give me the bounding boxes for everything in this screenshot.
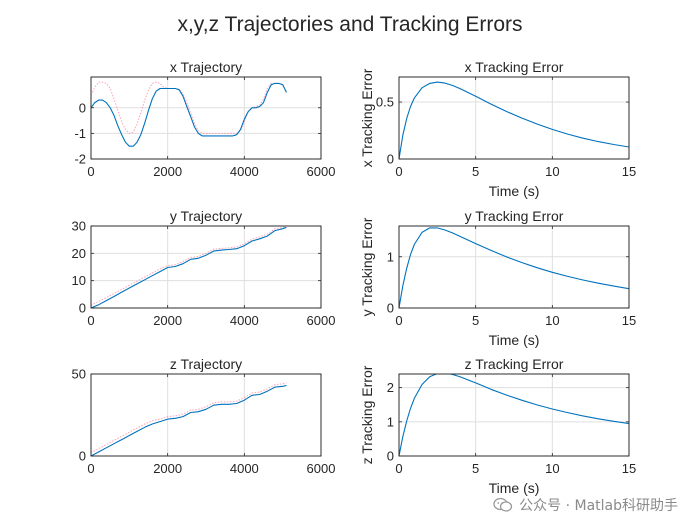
x-tick-label: 15 bbox=[622, 461, 636, 476]
x-tick-label: 2000 bbox=[153, 313, 182, 328]
axes-frame bbox=[90, 76, 322, 160]
x-tick-label: 4000 bbox=[230, 313, 259, 328]
series-line-actual bbox=[91, 226, 287, 308]
x-tick-label: 5 bbox=[472, 164, 479, 179]
watermark-text: 公众号 · Matlab科研助手 bbox=[519, 498, 678, 514]
axes-box bbox=[90, 76, 322, 160]
subplot-z-err: 0 5 10 15 0 1 2 z Tracking Error Time (s) z Track… bbox=[359, 356, 636, 496]
x-tick-label: 10 bbox=[545, 461, 559, 476]
y-axis-label: x Tracking Error bbox=[359, 68, 375, 167]
subplot-x-traj: 0 2000 4000 6000 -2 -1 0 x Trajectory bbox=[74, 59, 335, 179]
x-tick-label: 0 bbox=[87, 164, 94, 179]
axes-frame bbox=[398, 76, 630, 160]
y-tick-label: 1 bbox=[387, 414, 394, 429]
x-tick-label: 0 bbox=[395, 164, 402, 179]
series-line-actual bbox=[91, 82, 287, 147]
y-tick-label: 0 bbox=[387, 301, 394, 316]
y-tick-label: -2 bbox=[74, 152, 86, 167]
subplot-title: z Trajectory bbox=[170, 356, 242, 372]
x-tick-label: 4000 bbox=[230, 461, 259, 476]
x-tick-label: 6000 bbox=[307, 164, 336, 179]
y-tick-label: 0 bbox=[79, 301, 86, 316]
axes-frame bbox=[90, 373, 322, 457]
figure-title: x,y,z Trajectories and Tracking Errors bbox=[177, 13, 522, 36]
axes-box bbox=[398, 76, 630, 160]
subplot-title: y Tracking Error bbox=[465, 208, 564, 224]
y-tick-label: 1 bbox=[387, 249, 394, 264]
axes-box bbox=[398, 373, 630, 457]
subplot-y-err: 0 5 10 15 0 1 y Tracking Error Time (s) y Tracki… bbox=[359, 208, 636, 348]
axes-box bbox=[90, 373, 322, 457]
x-axis-label: Time (s) bbox=[489, 332, 540, 348]
x-tick-label: 4000 bbox=[230, 164, 259, 179]
y-tick-label: 0 bbox=[79, 449, 86, 464]
x-tick-label: 6000 bbox=[307, 461, 336, 476]
series-line-desired bbox=[91, 382, 287, 454]
x-tick-label: 15 bbox=[622, 164, 636, 179]
watermark: 公众号 · Matlab科研助手 bbox=[493, 495, 678, 515]
series-line-desired bbox=[91, 81, 287, 134]
y-tick-label: 0 bbox=[79, 100, 86, 115]
x-tick-label: 2000 bbox=[153, 461, 182, 476]
series-line-actual bbox=[399, 374, 629, 456]
x-tick-label: 0 bbox=[87, 461, 94, 476]
subplot-title: x Tracking Error bbox=[465, 59, 564, 75]
x-tick-label: 10 bbox=[545, 164, 559, 179]
x-axis-label: Time (s) bbox=[489, 183, 540, 199]
x-tick-label: 15 bbox=[622, 313, 636, 328]
x-axis-label: Time (s) bbox=[489, 480, 540, 496]
axes-box bbox=[90, 225, 322, 309]
axes-frame bbox=[398, 373, 630, 457]
x-tick-label: 10 bbox=[545, 313, 559, 328]
wechat-icon bbox=[493, 497, 513, 512]
y-tick-label: 20 bbox=[72, 246, 86, 261]
y-tick-label: 2 bbox=[387, 380, 394, 395]
y-axis-label: y Tracking Error bbox=[359, 217, 375, 316]
x-tick-label: 0 bbox=[87, 313, 94, 328]
series-line-actual bbox=[91, 384, 287, 456]
x-tick-label: 0 bbox=[395, 313, 402, 328]
subplot-y-traj: 0 2000 4000 6000 0 10 20 30 y Trajectory bbox=[72, 208, 336, 328]
y-tick-label: 10 bbox=[72, 273, 86, 288]
series-line-desired bbox=[91, 226, 287, 306]
y-tick-label: 0.5 bbox=[376, 95, 394, 110]
x-tick-label: 5 bbox=[472, 461, 479, 476]
y-tick-label: 50 bbox=[72, 367, 86, 382]
subplot-z-traj: 0 2000 4000 6000 0 50 z Trajectory bbox=[72, 356, 336, 476]
x-tick-label: 5 bbox=[472, 313, 479, 328]
y-tick-label: 0 bbox=[387, 152, 394, 167]
x-tick-label: 0 bbox=[395, 461, 402, 476]
x-tick-label: 2000 bbox=[153, 164, 182, 179]
y-tick-label: 0 bbox=[387, 449, 394, 464]
y-tick-label: 30 bbox=[72, 219, 86, 234]
subplot-title: y Trajectory bbox=[170, 208, 242, 224]
y-tick-label: -1 bbox=[74, 126, 86, 141]
subplot-title: x Trajectory bbox=[170, 59, 242, 75]
x-tick-label: 6000 bbox=[307, 313, 336, 328]
series-line-actual bbox=[399, 227, 629, 308]
y-axis-label: z Tracking Error bbox=[359, 365, 375, 464]
axes-box bbox=[398, 225, 630, 309]
axes-frame bbox=[398, 225, 630, 309]
subplot-title: z Tracking Error bbox=[465, 356, 564, 372]
series-line-actual bbox=[399, 81, 629, 159]
axes-frame bbox=[90, 225, 322, 309]
